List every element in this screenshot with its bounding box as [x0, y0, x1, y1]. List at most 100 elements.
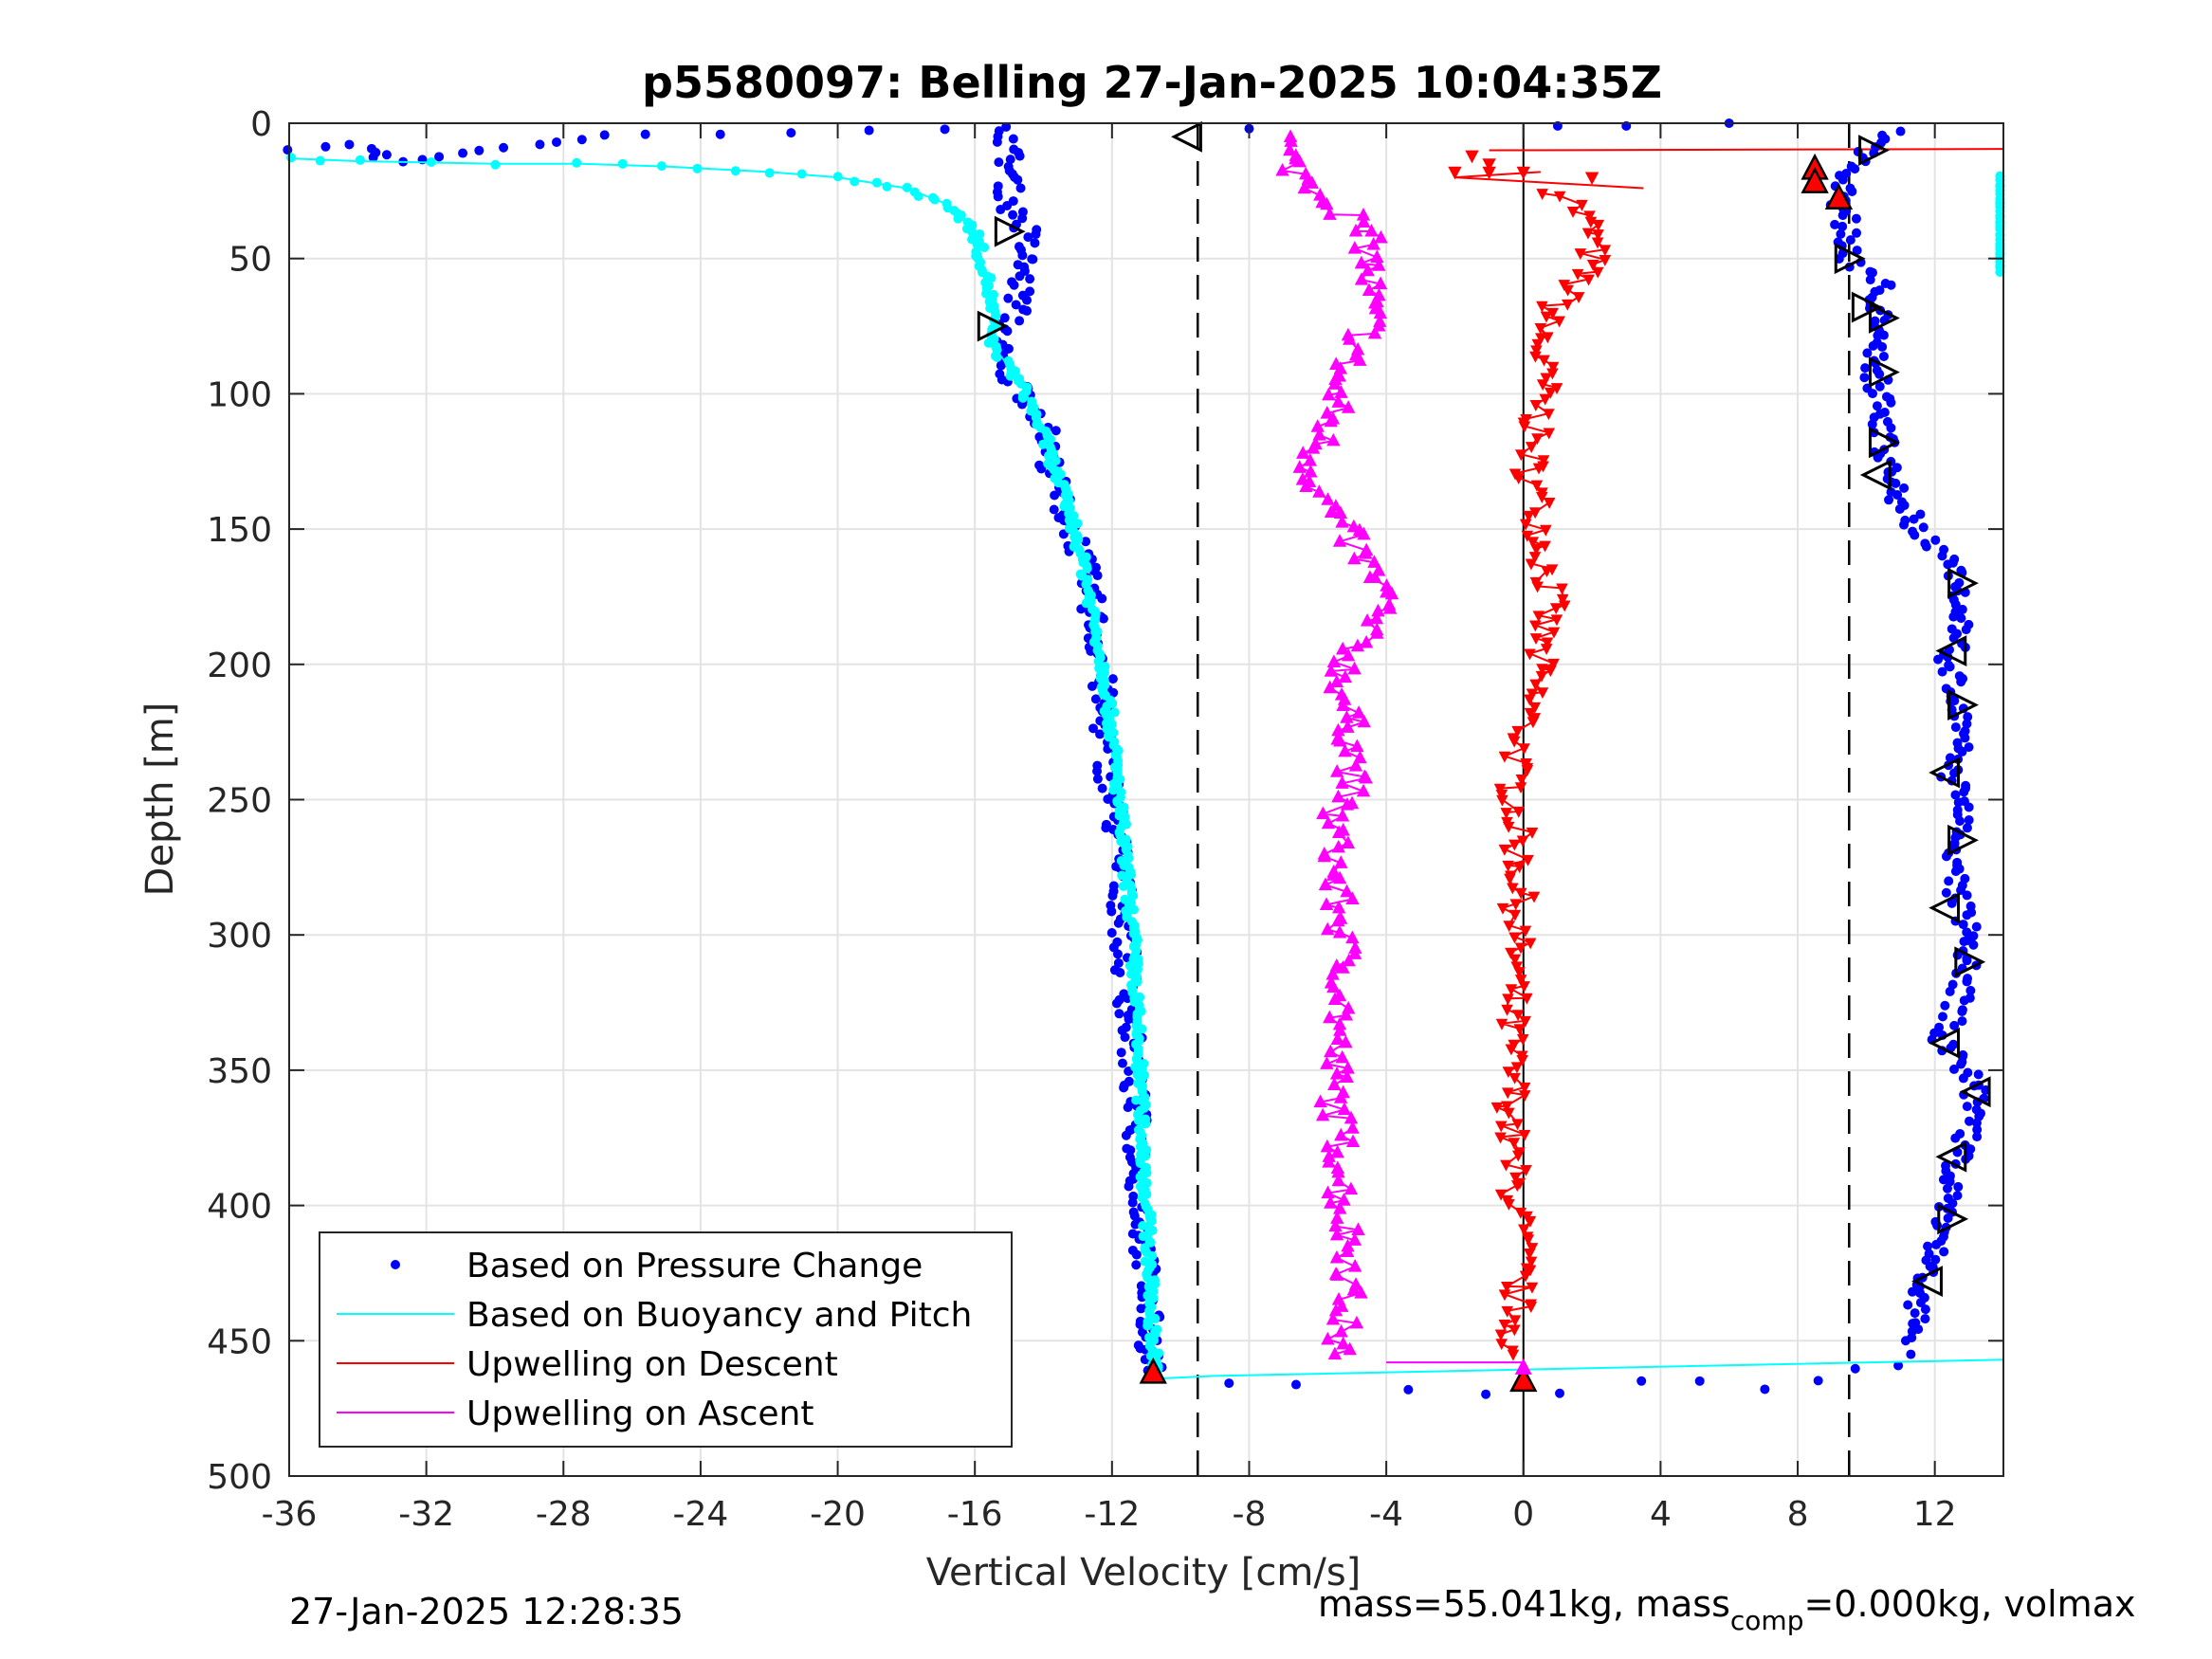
y-tick-label: 0 [250, 105, 272, 144]
pressure-change-point [1940, 1000, 1950, 1011]
buoyancy-pitch-point [1112, 797, 1123, 808]
legend-entry-label: Based on Buoyancy and Pitch [466, 1296, 972, 1335]
pressure-change-point [1025, 274, 1035, 284]
open-triangle-left-marker [1935, 635, 1967, 666]
descent-upwelling-marker [1514, 449, 1527, 462]
ascent-upwelling-marker [1328, 1218, 1343, 1232]
y-tick-label: 150 [207, 511, 272, 550]
ascent-upwelling-marker [1335, 641, 1350, 655]
descent-upwelling-marker [1520, 1164, 1532, 1176]
descent-upwelling-marker [1500, 1159, 1512, 1172]
pressure-change-point [1008, 210, 1018, 220]
ascent-upwelling-marker [1331, 722, 1345, 737]
descent-upwelling-marker [1514, 887, 1527, 900]
ascent-upwelling-marker [1380, 578, 1394, 592]
pressure-change-point [864, 125, 874, 136]
descent-upwelling-marker [1549, 603, 1563, 615]
descent-upwelling-marker [1498, 1289, 1511, 1302]
pressure-change-point [1930, 535, 1941, 545]
descent-upwelling-marker [1509, 899, 1523, 911]
descent-upwelling-marker [1501, 1281, 1513, 1293]
pressure-change-point [1127, 1197, 1138, 1208]
pressure-change-point [368, 152, 378, 162]
pressure-change-point [1862, 348, 1873, 358]
pressure-change-point [1962, 823, 1972, 833]
descent-upwelling-marker [1508, 932, 1521, 944]
descent-upwelling-marker [1592, 229, 1604, 242]
buoyancy-pitch-point [1081, 598, 1091, 609]
pressure-change-point [994, 157, 1004, 168]
descent-upwelling-marker [1544, 387, 1557, 399]
ascent-upwelling-marker [1329, 674, 1344, 688]
ascent-upwelling-marker [1366, 236, 1380, 250]
x-tick-label: -16 [947, 1495, 1003, 1534]
buoyancy-pitch-point [929, 194, 940, 205]
descent-upwelling-marker [1526, 827, 1539, 839]
pressure-change-point [1965, 985, 1976, 995]
pressure-change-point [1909, 514, 1919, 524]
descent-upwelling-marker [1519, 925, 1532, 938]
descent-upwelling-marker [1508, 1072, 1521, 1085]
ascent-upwelling-marker [1350, 638, 1365, 652]
descent-upwelling-marker [1530, 480, 1544, 492]
pressure-change-point [1945, 753, 1955, 763]
ascent-upwelling-marker [1345, 1134, 1361, 1148]
ascent-upwelling-marker [1357, 526, 1371, 540]
descent-upwelling-marker [1514, 942, 1527, 955]
ascent-upwelling-marker [1275, 162, 1289, 176]
ascent-upwelling-marker [1320, 1056, 1334, 1069]
ascent-upwelling-marker [1347, 241, 1362, 254]
descent-upwelling-marker [1531, 433, 1544, 446]
ascent-upwelling-marker [1335, 775, 1349, 789]
ascent-upwelling-marker [1327, 992, 1343, 1005]
pressure-change-point [1836, 228, 1846, 239]
pressure-change-point [1956, 613, 1966, 624]
ascent-upwelling-marker [1364, 223, 1379, 237]
pressure-change-point [1015, 316, 1025, 326]
pressure-change-point [1957, 1016, 1967, 1027]
pressure-change-point [1845, 235, 1856, 246]
descent-upwelling-marker [1547, 627, 1561, 639]
buoyancy-pitch-point [983, 337, 994, 348]
y-tick-label: 50 [229, 241, 272, 280]
pressure-change-point [1846, 161, 1856, 172]
buoyancy-pitch-series-line [288, 157, 1158, 1374]
pressure-change-point [1937, 1012, 1947, 1022]
ascent-upwelling-marker [1349, 1315, 1364, 1329]
descent-upwelling-marker [1535, 333, 1547, 345]
buoyancy-pitch-point [1118, 881, 1128, 891]
descent-upwelling-marker [1516, 1034, 1529, 1046]
descent-upwelling-marker [1494, 1189, 1508, 1201]
descent-upwelling-marker [1525, 1302, 1538, 1314]
ascent-upwelling-marker [1323, 680, 1337, 694]
pressure-change-point [1112, 949, 1123, 959]
footer-mass-info: mass=55.041kg, masscomp=0.000kg, volmax [1318, 1583, 2135, 1636]
ascent-upwelling-marker [1325, 967, 1340, 980]
descent-upwelling-marker [1505, 1044, 1518, 1056]
x-tick-label: -32 [398, 1495, 454, 1534]
ascent-upwelling-marker [1310, 419, 1325, 432]
descent-upwelling-marker [1529, 620, 1542, 632]
ascent-upwelling-marker [1359, 634, 1374, 648]
chart-title: p5580097: Belling 27-Jan-2025 10:04:35Z [642, 57, 1662, 108]
descent-upwelling-marker [1500, 808, 1513, 820]
descent-upwelling-marker [1512, 806, 1526, 818]
pressure-change-point [1095, 729, 1106, 739]
pressure-change-point [1872, 401, 1882, 411]
buoyancy-pitch-point [913, 191, 923, 202]
descent-upwelling-marker [1505, 947, 1517, 959]
pressure-change-point [1030, 238, 1040, 248]
ascent-upwelling-marker [1371, 603, 1385, 617]
pressure-change-point [1964, 814, 1974, 825]
open-triangle-right-marker [1834, 243, 1866, 275]
ascent-upwelling-marker [1373, 305, 1388, 319]
descent-upwelling-marker [1536, 301, 1548, 313]
ascent-upwelling-marker [1335, 808, 1350, 822]
ascent-upwelling-marker [1361, 263, 1375, 277]
ascent-upwelling-marker [1335, 1049, 1349, 1064]
pressure-change-point [1760, 1384, 1770, 1395]
buoyancy-pitch-point [355, 155, 365, 165]
ascent-upwelling-marker [1351, 1222, 1365, 1235]
pressure-change-point [1882, 416, 1892, 427]
descent-upwelling-marker [1516, 835, 1529, 848]
